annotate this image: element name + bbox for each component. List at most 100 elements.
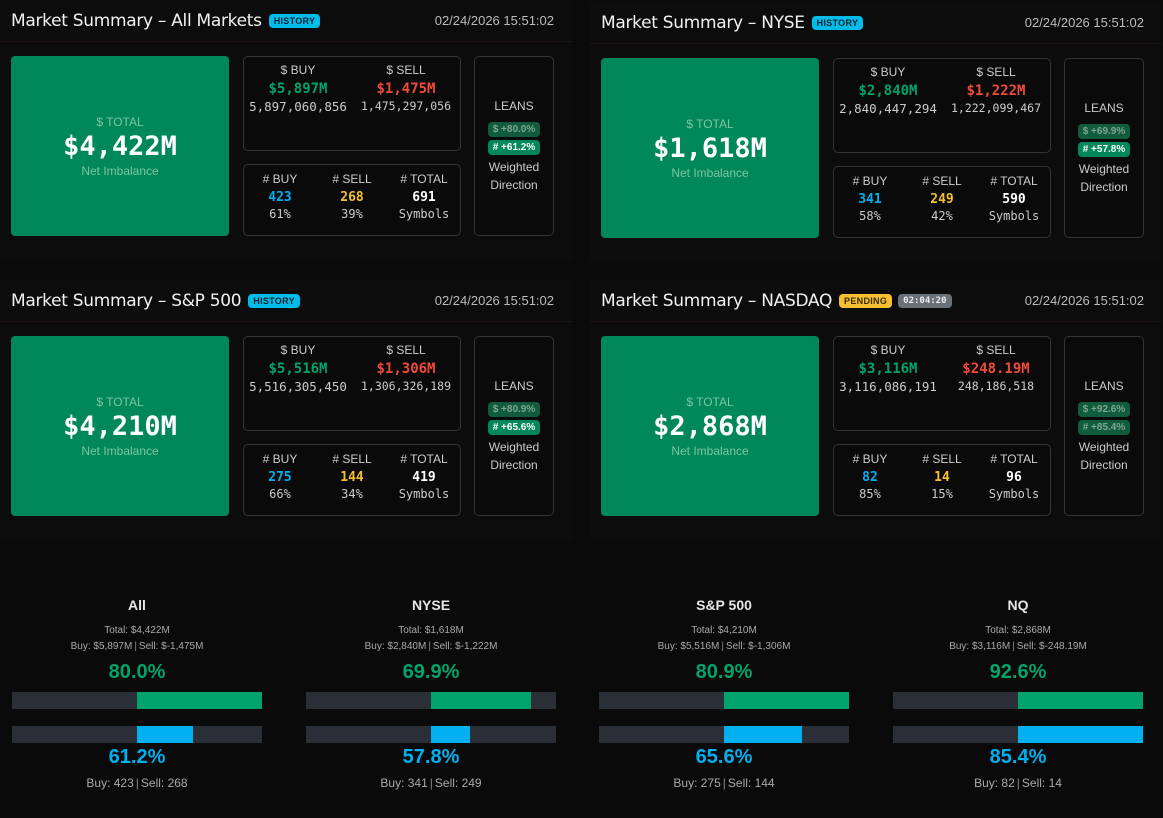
status-badge: HISTORY [268, 13, 321, 28]
buy-raw: 2,840,447,294 [839, 101, 937, 116]
count-sell-pct: 15% [931, 487, 953, 501]
dollar-buy-sell-card: $ BUY $5,516M 5,516,305,450 $ SELL $1,30… [243, 336, 461, 431]
sell-value: $1,306M [376, 361, 436, 377]
count-sell-label: # SELL [922, 174, 962, 188]
dollar-direction-fill [724, 692, 849, 709]
sell-label: $ SELL [976, 343, 1016, 357]
dollar-direction-bar [893, 692, 1143, 709]
count-direction-fill [137, 726, 193, 743]
sell-label: $ SELL [976, 65, 1016, 79]
countdown-timer: 02:04:20 [898, 293, 952, 308]
market-summary-panel: Market Summary – S&P 500 HISTORY 02/24/2… [0, 280, 572, 540]
market-sell: Sell: $-1,475M [138, 641, 204, 652]
lean-dollar-badge: $ +69.9% [1077, 123, 1131, 139]
count-direction-pct: 85.4% [989, 746, 1047, 768]
leans-sub: Weighted Direction [1078, 439, 1130, 472]
count-buy-value: 82 [862, 470, 878, 485]
count-direction-pct: 65.6% [695, 746, 753, 768]
count-sell: Sell: 144 [727, 776, 775, 790]
dollar-direction-fill [431, 692, 531, 709]
leans-label: LEANS [1084, 100, 1124, 115]
dollar-direction-bar [306, 692, 556, 709]
sell-raw: 1,475,297,056 [360, 99, 451, 113]
total-value: $1,618M [653, 132, 767, 164]
dollar-direction-pct: 80.0% [108, 661, 166, 683]
count-total-sub: Symbols [398, 487, 450, 501]
buy-label: $ BUY [870, 65, 906, 79]
count-total-value: 96 [1006, 470, 1022, 485]
count-direction-bar [306, 726, 556, 743]
dollar-buy-sell-card: $ BUY $3,116M 3,116,086,191 $ SELL $248.… [833, 336, 1051, 431]
lean-count-badge: # +65.6% [487, 419, 541, 435]
count-total-value: 691 [412, 190, 436, 205]
count-total-label: # TOTAL [400, 172, 448, 186]
buy-raw: 5,897,060,856 [249, 99, 347, 114]
count-direction-fill [724, 726, 802, 743]
total-value: $4,422M [63, 130, 177, 162]
market-direction-column: NYSE Total: $1,618M Buy: $2,840M | Sell: $… [306, 597, 556, 791]
count-total-label: # TOTAL [990, 452, 1038, 466]
lean-dollar-badge: $ +80.9% [487, 401, 541, 417]
total-value: $4,210M [63, 410, 177, 442]
count-sell-pct: 34% [341, 487, 363, 501]
count-sell-label: # SELL [332, 172, 372, 186]
sell-value: $1,222M [966, 83, 1026, 99]
panel-header: Market Summary – NASDAQ PENDING 02:04:20… [590, 280, 1162, 322]
market-total: Total: $2,868M [985, 625, 1051, 636]
panel-title: Market Summary – NYSE [601, 12, 805, 33]
market-total: Total: $4,210M [691, 625, 757, 636]
count-direction-pct: 61.2% [108, 746, 166, 768]
count-card: # BUY 423 61% # SELL 268 39% # TOTAL 691… [243, 164, 461, 236]
dollar-direction-fill [137, 692, 262, 709]
count-sell: Sell: 249 [434, 776, 482, 790]
lean-count-badge: # +85.4% [1077, 419, 1131, 435]
dollar-buy-sell-card: $ BUY $5,897M 5,897,060,856 $ SELL $1,47… [243, 56, 461, 151]
total-label: $ TOTAL [96, 394, 144, 409]
leans-card: LEANS $ +80.0% # +61.2% Weighted Directi… [474, 56, 554, 236]
count-sell-pct: 42% [931, 209, 953, 223]
timestamp: 02/24/2026 15:51:02 [1024, 293, 1144, 308]
count-sell-label: # SELL [922, 452, 962, 466]
market-summary-panel: Market Summary – NYSE HISTORY 02/24/2026… [590, 2, 1162, 262]
count-buy-pct: 66% [269, 487, 291, 501]
count-buy-value: 423 [268, 190, 292, 205]
buy-label: $ BUY [280, 63, 316, 77]
total-sub: Net Imbalance [671, 443, 749, 458]
leans-label: LEANS [494, 98, 534, 113]
count-total-sub: Symbols [988, 209, 1040, 223]
market-direction-column: All Total: $4,422M Buy: $5,897M | Sell: $-… [12, 597, 262, 791]
count-total-value: 590 [1002, 192, 1026, 207]
leans-sub: Weighted Direction [488, 159, 540, 192]
dollar-direction-bar [12, 692, 262, 709]
dollar-direction-pct: 80.9% [695, 661, 753, 683]
total-sub: Net Imbalance [671, 165, 749, 180]
buy-raw: 5,516,305,450 [249, 379, 347, 394]
buy-raw: 3,116,086,191 [839, 379, 937, 394]
market-name: S&P 500 [696, 597, 752, 613]
status-badge: HISTORY [811, 15, 864, 30]
timestamp: 02/24/2026 15:51:02 [434, 293, 554, 308]
count-direction-fill [1018, 726, 1143, 743]
panel-header: Market Summary – NYSE HISTORY 02/24/2026… [590, 2, 1162, 44]
buy-value: $3,116M [858, 361, 918, 377]
market-summary-panel: Market Summary – All Markets HISTORY 02/… [0, 0, 572, 260]
market-total: Total: $1,618M [398, 625, 464, 636]
sell-label: $ SELL [386, 63, 426, 77]
count-buy-label: # BUY [262, 172, 298, 186]
market-direction-column: NQ Total: $2,868M Buy: $3,116M | Sell: $-2… [893, 597, 1143, 791]
market-sell: Sell: $-1,306M [725, 641, 791, 652]
sell-label: $ SELL [386, 343, 426, 357]
count-total-label: # TOTAL [400, 452, 448, 466]
lean-dollar-badge: $ +80.0% [487, 121, 541, 137]
count-total-label: # TOTAL [990, 174, 1038, 188]
total-value: $2,868M [653, 410, 767, 442]
count-sell: Sell: 14 [1021, 776, 1062, 790]
lean-count-badge: # +57.8% [1077, 141, 1131, 157]
count-buy-label: # BUY [852, 452, 888, 466]
timestamp: 02/24/2026 15:51:02 [434, 13, 554, 28]
market-buy: Buy: $5,897M [70, 641, 133, 652]
buy-label: $ BUY [280, 343, 316, 357]
panel-header: Market Summary – S&P 500 HISTORY 02/24/2… [0, 280, 572, 322]
market-buy: Buy: $2,840M [364, 641, 427, 652]
count-sell-value: 268 [340, 190, 364, 205]
